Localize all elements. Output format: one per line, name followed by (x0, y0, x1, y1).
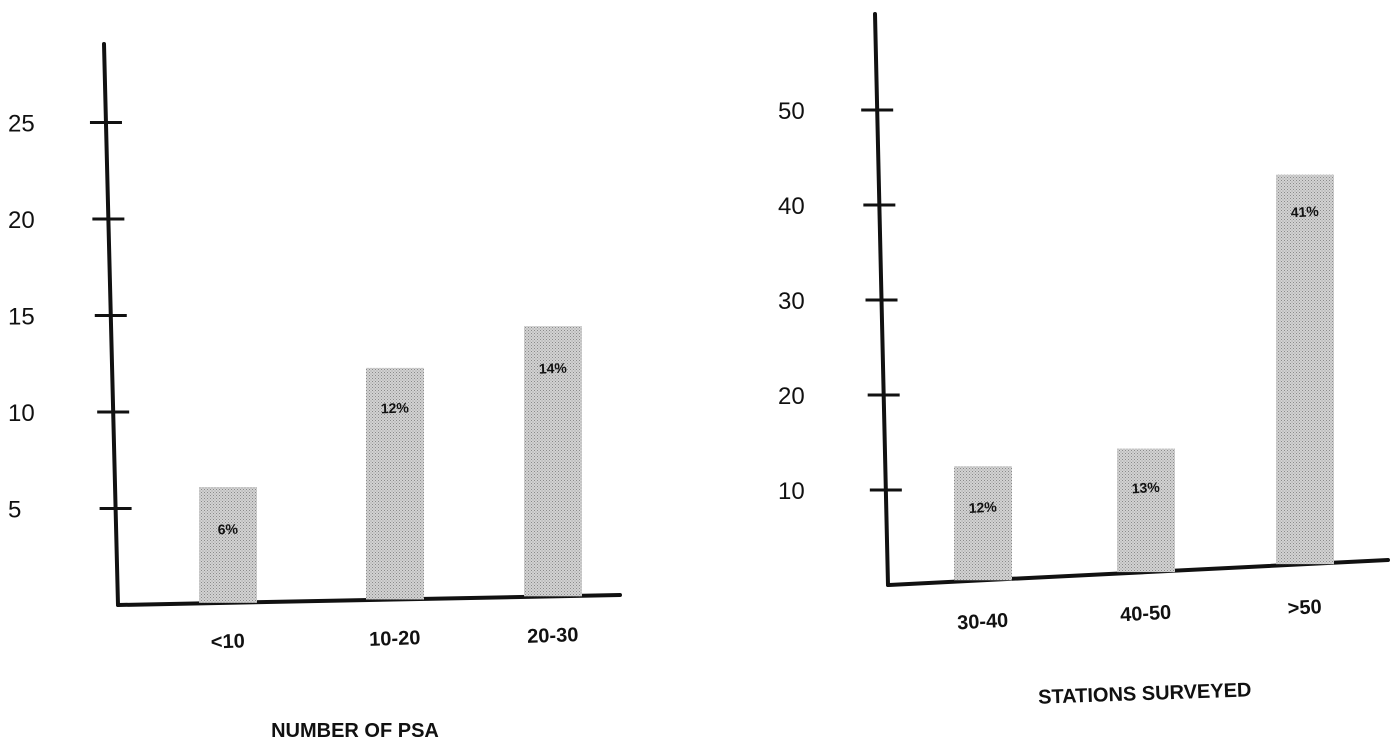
chart1-data-label-0: 6% (217, 521, 238, 538)
chart2-ytick-label-1: 20 (778, 383, 805, 410)
chart2-ytick-label-2: 30 (778, 288, 805, 315)
chart2-bar-2 (1276, 174, 1334, 565)
chart2-x-axis-title: STATIONS SURVEYED (1038, 679, 1252, 708)
chart1-ytick-label-1: 10 (8, 400, 35, 427)
chart1-x-axis-title: NUMBER OF PSA (271, 720, 439, 742)
chart2-category-label-2: >50 (1287, 596, 1322, 620)
chart1-bars: 6% <10 12% 10-20 14% 20-30 (199, 326, 582, 654)
chart2-y-ticks: 10 20 30 40 50 (778, 98, 902, 505)
chart2-ytick-label-3: 40 (778, 193, 805, 220)
chart1-y-axis (102, 42, 120, 607)
chart1-category-label-1: 10-20 (369, 627, 421, 651)
chart1-bar-2 (524, 326, 582, 597)
chart1-category-label-0: <10 (210, 630, 245, 653)
chart2-bar-1 (1117, 448, 1175, 573)
chart2-category-label-1: 40-50 (1120, 602, 1172, 627)
chart1-bar-1 (366, 367, 424, 600)
chart1-ytick-label-2: 15 (8, 304, 35, 331)
chart2-bar-0 (954, 466, 1012, 581)
chart1-category-label-2: 20-30 (527, 624, 579, 648)
chart1-data-label-1: 12% (381, 399, 410, 416)
chart2-ytick-label-4: 50 (778, 98, 805, 125)
chart1-y-ticks: 5 10 15 20 25 (8, 111, 132, 524)
chart1-data-label-2: 14% (539, 360, 568, 377)
chart1-ytick-label-4: 25 (8, 111, 35, 138)
chart1-ytick-label-0: 5 (8, 497, 21, 524)
chart1-ytick-label-3: 20 (8, 207, 35, 234)
chart1-x-axis (116, 593, 622, 607)
chart2-bars: 12% 30-40 13% 40-50 41% >50 (954, 174, 1334, 635)
chart2-data-label-0: 12% (968, 499, 997, 516)
chart2-category-label-0: 30-40 (957, 610, 1009, 635)
chart1-bar-0 (199, 487, 257, 603)
chart2-ytick-label-0: 10 (778, 478, 805, 505)
chart2-data-label-1: 13% (1131, 479, 1160, 496)
chart2-x-axis (886, 558, 1390, 587)
chart2-data-label-2: 41% (1290, 203, 1319, 220)
